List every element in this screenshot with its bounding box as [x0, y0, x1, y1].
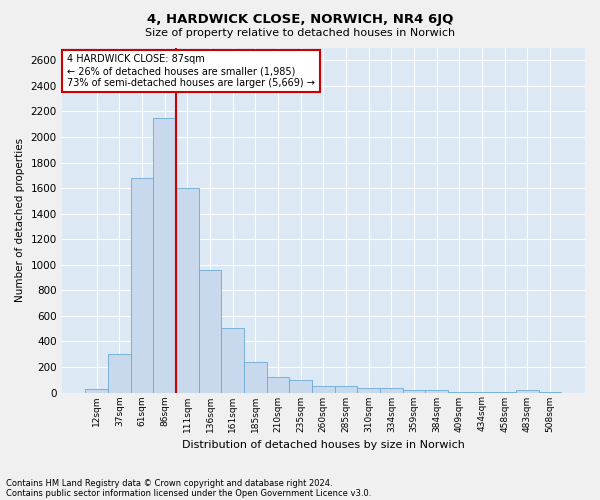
Bar: [221, 328, 244, 392]
Bar: [312, 386, 335, 392]
Bar: [403, 390, 425, 392]
Y-axis label: Number of detached properties: Number of detached properties: [15, 138, 25, 302]
X-axis label: Distribution of detached houses by size in Norwich: Distribution of detached houses by size …: [182, 440, 465, 450]
Bar: [289, 380, 312, 392]
Bar: [425, 390, 448, 392]
Text: 4, HARDWICK CLOSE, NORWICH, NR4 6JQ: 4, HARDWICK CLOSE, NORWICH, NR4 6JQ: [147, 12, 453, 26]
Bar: [131, 178, 154, 392]
Bar: [266, 377, 289, 392]
Text: Contains public sector information licensed under the Open Government Licence v3: Contains public sector information licen…: [6, 488, 371, 498]
Bar: [154, 118, 176, 392]
Bar: [244, 362, 266, 392]
Bar: [108, 354, 131, 393]
Bar: [199, 270, 221, 392]
Bar: [516, 390, 539, 392]
Bar: [176, 188, 199, 392]
Text: Size of property relative to detached houses in Norwich: Size of property relative to detached ho…: [145, 28, 455, 38]
Text: Contains HM Land Registry data © Crown copyright and database right 2024.: Contains HM Land Registry data © Crown c…: [6, 478, 332, 488]
Bar: [335, 386, 358, 392]
Text: 4 HARDWICK CLOSE: 87sqm
← 26% of detached houses are smaller (1,985)
73% of semi: 4 HARDWICK CLOSE: 87sqm ← 26% of detache…: [67, 54, 315, 88]
Bar: [85, 390, 108, 392]
Bar: [380, 388, 403, 392]
Bar: [358, 388, 380, 392]
